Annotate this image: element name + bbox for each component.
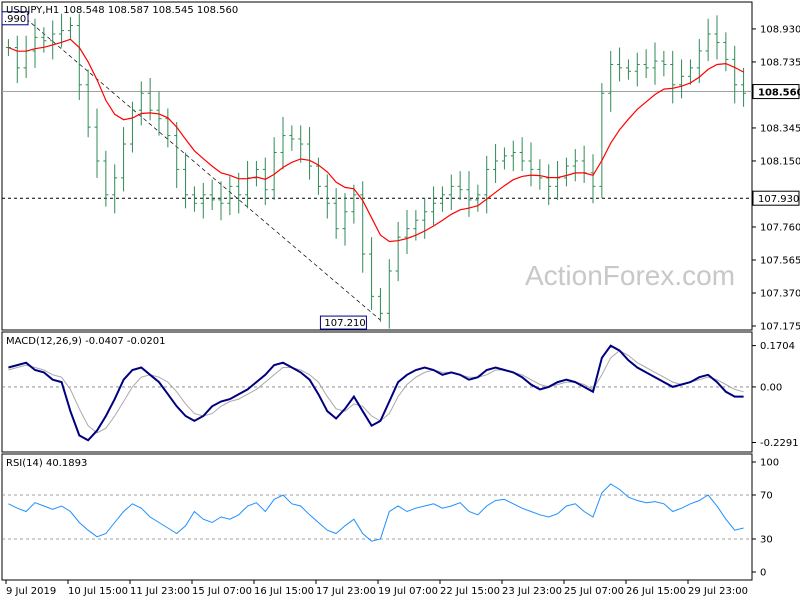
rsi-line xyxy=(8,483,744,542)
main-panel-frame xyxy=(1,1,753,331)
price-tick-label: 107.175 xyxy=(760,322,800,333)
price-tick-label: 107.370 xyxy=(760,288,800,299)
time-tick-label: 23 Jul 23:00 xyxy=(502,586,562,597)
rsi-tick-label: 30 xyxy=(760,535,773,546)
price-tick-label: 107.760 xyxy=(760,222,800,233)
time-tick-label: 22 Jul 15:00 xyxy=(440,586,500,597)
rsi-tick-label: 70 xyxy=(760,491,773,502)
time-tick-label: 16 Jul 15:00 xyxy=(254,586,314,597)
main-levels xyxy=(2,18,752,321)
time-tick-label: 25 Jul 07:00 xyxy=(564,586,624,597)
rsi-title: RSI(14) 40.1893 xyxy=(6,458,87,469)
time-tick-label: 19 Jul 07:00 xyxy=(378,586,438,597)
current-price-label: 108.560 xyxy=(758,88,800,99)
time-tick-label: 17 Jul 23:00 xyxy=(316,586,376,597)
time-tick-label: 9 Jul 2019 xyxy=(6,586,56,597)
main-title: USDJPY,H1 108.548 108.587 108.545 108.560 xyxy=(6,5,238,16)
price-tick-label: 108.735 xyxy=(760,57,800,68)
support-price-label: 107.930 xyxy=(758,194,799,205)
macd-panel-frame xyxy=(1,331,753,453)
trend-line xyxy=(25,18,381,321)
rsi-panel-frame xyxy=(1,453,753,581)
time-tick-label: 15 Jul 07:00 xyxy=(192,586,252,597)
price-tick-label: 108.150 xyxy=(760,156,800,167)
watermark: ActionForex.com xyxy=(525,260,735,291)
support-price-box xyxy=(752,190,800,206)
low-annotation-label: 107.210 xyxy=(324,318,365,329)
time-axis: 9 Jul 2019 10 Jul 15:00 11 Jul 23:00 15 Jul… xyxy=(5,580,748,597)
time-tick-label: 10 Jul 15:00 xyxy=(68,586,128,597)
price-tick-label: 108.930 xyxy=(760,24,800,35)
macd-tick-label: 0.1704 xyxy=(760,341,795,352)
main-price-axis: 108.930 108.735 108.345 108.150 107.760 107.5… xyxy=(1,11,800,333)
current-price-box xyxy=(752,84,800,100)
price-tick-label: 108.345 xyxy=(760,123,800,134)
rsi-series: 100 70 30 0 xyxy=(2,458,779,579)
time-tick-label: 29 Jul 23:00 xyxy=(688,586,748,597)
low-annotation-box xyxy=(319,315,367,330)
macd-main-line xyxy=(8,344,744,442)
price-tick-label: 107.565 xyxy=(760,255,800,266)
rsi-tick-label: 0 xyxy=(760,568,766,579)
macd-tick-label: -0.2291 xyxy=(760,438,799,449)
macd-title: MACD(12,26,9) -0.0407 -0.0201 xyxy=(6,336,166,347)
high-annotation-box xyxy=(1,11,29,26)
time-tick-label: 11 Jul 23:00 xyxy=(130,586,190,597)
moving-average-line xyxy=(8,38,744,243)
macd-series: 0.1704 0.00 -0.2291 xyxy=(2,341,799,449)
high-annotation-label: .990 xyxy=(4,14,26,25)
rsi-tick-label: 100 xyxy=(760,458,779,469)
macd-tick-label: 0.00 xyxy=(760,382,782,393)
time-tick-label: 26 Jul 15:00 xyxy=(626,586,686,597)
